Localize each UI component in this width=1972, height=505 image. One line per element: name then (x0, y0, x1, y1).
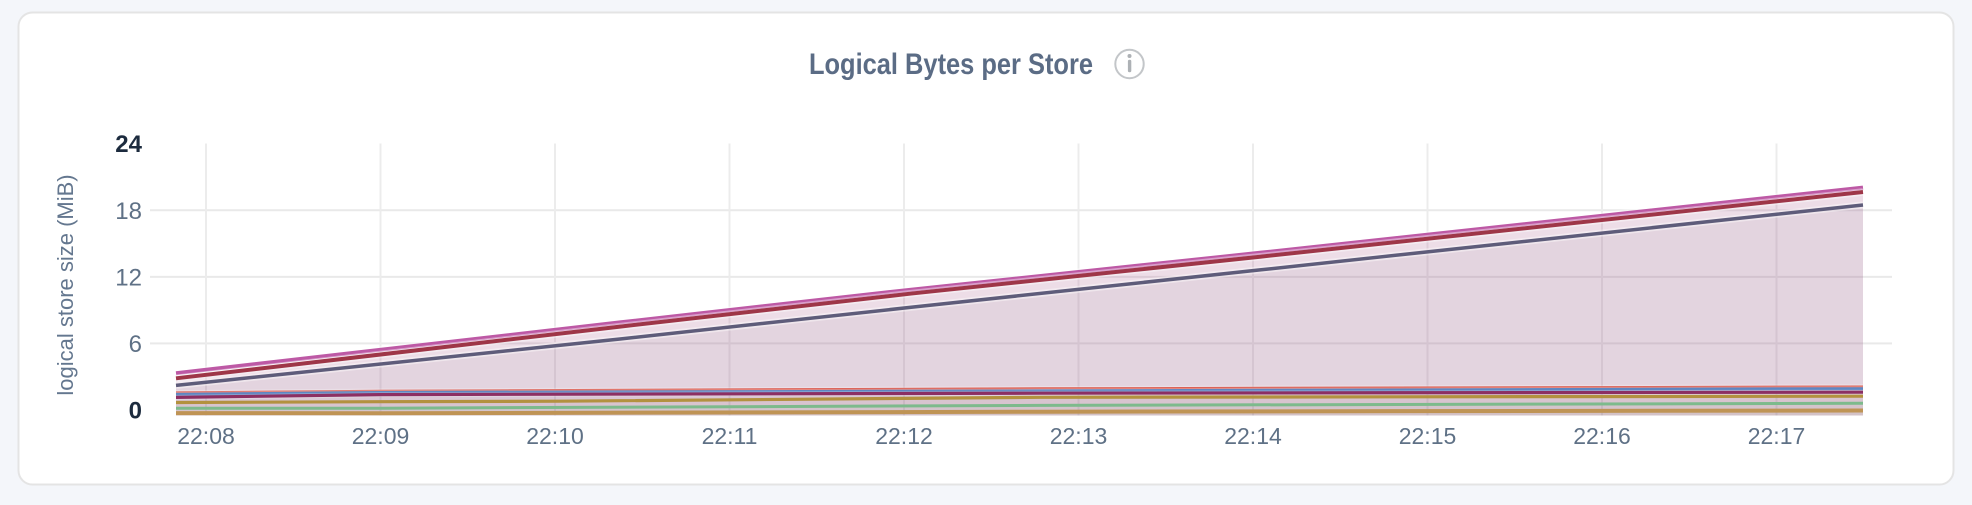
svg-text:18: 18 (115, 198, 142, 225)
svg-text:22:15: 22:15 (1399, 423, 1457, 449)
svg-text:22:12: 22:12 (875, 423, 933, 449)
svg-text:Logical Bytes per Store: Logical Bytes per Store (809, 48, 1093, 81)
svg-text:22:17: 22:17 (1748, 423, 1806, 449)
svg-text:22:10: 22:10 (526, 423, 584, 449)
svg-text:22:11: 22:11 (702, 423, 758, 449)
svg-text:22:16: 22:16 (1573, 423, 1631, 449)
svg-text:logical store size (MiB): logical store size (MiB) (53, 174, 78, 395)
svg-text:24: 24 (115, 131, 142, 158)
svg-text:22:14: 22:14 (1224, 423, 1282, 449)
svg-text:22:13: 22:13 (1050, 423, 1108, 449)
svg-text:12: 12 (115, 265, 142, 292)
svg-text:22:09: 22:09 (352, 423, 410, 449)
svg-text:6: 6 (129, 331, 142, 358)
svg-text:0: 0 (129, 398, 142, 425)
svg-text:22:08: 22:08 (177, 423, 235, 449)
